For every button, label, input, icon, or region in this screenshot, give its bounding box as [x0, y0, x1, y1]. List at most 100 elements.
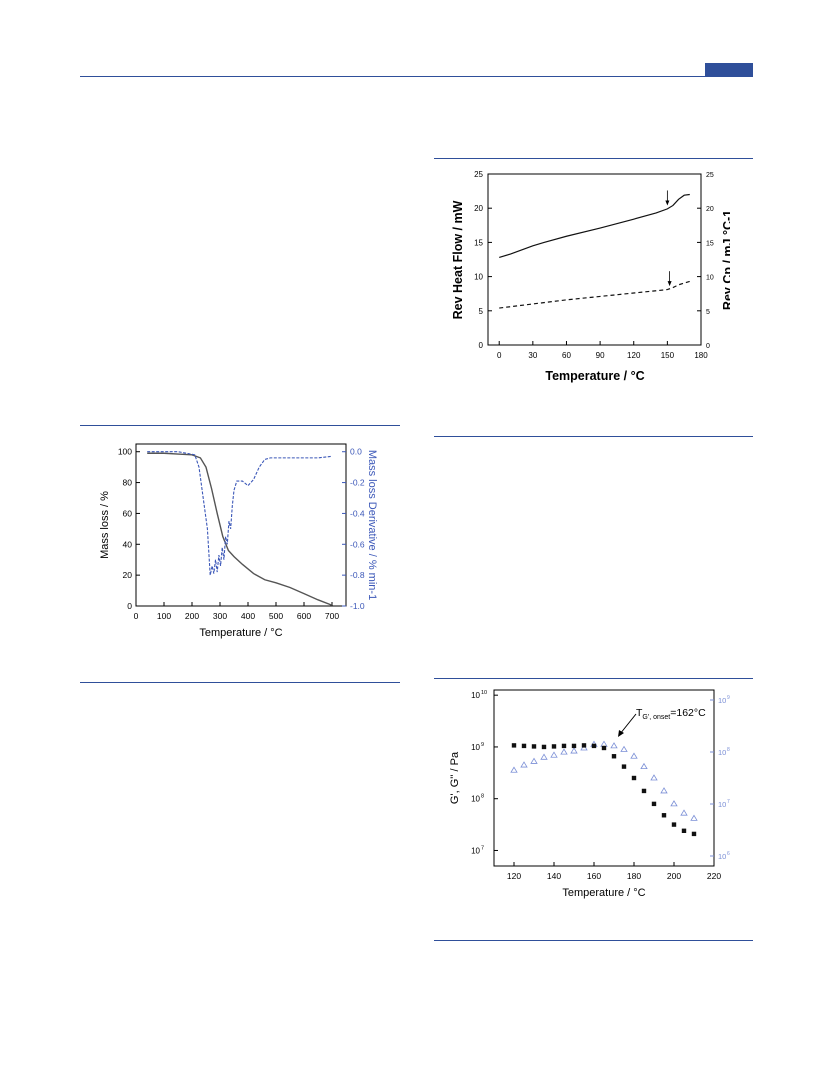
rheo-g1-point	[611, 754, 617, 759]
rheo-xlabel: Temperature / °C	[562, 887, 645, 899]
rheo-g2-point	[620, 745, 628, 752]
dsc-xtick-label: 90	[596, 351, 605, 360]
rheo-g1-point	[661, 813, 667, 818]
rheo-g1-point	[561, 743, 567, 749]
rheo-g1-point	[681, 828, 687, 833]
dsc-ytick-label: 10	[474, 273, 483, 282]
rheo-y2tick-label: 10	[718, 696, 726, 705]
rheo-ytick-label: 10	[471, 795, 480, 804]
dsc-xtick-label: 0	[497, 351, 502, 360]
dsc-xtick-label: 60	[562, 351, 571, 360]
rheo-annotation-arrowhead	[618, 730, 624, 737]
rheo-g2-point	[520, 761, 528, 768]
rheo-g1-point	[571, 743, 577, 749]
rheo-g2-point	[530, 757, 538, 764]
tga-xtick-label: 700	[325, 611, 339, 621]
rheo-ylabel: G', G'' / Pa	[449, 751, 461, 804]
tga-xtick-label: 100	[157, 611, 171, 621]
page-number-tab	[705, 63, 753, 77]
rheo-g2-point	[630, 752, 638, 759]
rheo-g2-point	[660, 787, 668, 794]
rheo-annotation-sub: G', onset	[642, 714, 670, 721]
dsc-ytick-label: 0	[479, 341, 484, 350]
rheo-annotation-main: T	[636, 707, 643, 719]
tga-ytick-label: 0	[127, 601, 132, 611]
tga-ytick-label: 100	[118, 447, 132, 457]
rheo-g2-point	[540, 753, 548, 760]
tga-ytick-label: 60	[123, 508, 133, 518]
dsc-ytick-label: 15	[474, 238, 483, 247]
rheo-plot-frame	[493, 689, 715, 867]
rheo-g2-point	[650, 774, 658, 781]
tga-ytick-label: 80	[123, 478, 133, 488]
rheo-y2tick-exponent: 6	[727, 851, 730, 857]
tga-ylabel: Mass loss / %	[99, 491, 111, 559]
rheo-g1-point	[521, 743, 527, 749]
dsc-ytick-label: 20	[474, 204, 483, 213]
tga-chart: 0 100 200 300 400 500 600 700 0 20 40 60 80 100 0.0 -0.…	[99, 443, 378, 639]
rheo-xtick-label: 200	[667, 871, 681, 881]
rheo-g2-point	[640, 762, 648, 770]
tga-y2label: Mass loss Derivative / % min-1	[366, 450, 378, 600]
rheo-g1-point	[691, 831, 697, 837]
rheo-g1-point	[651, 801, 657, 807]
dsc-xtick-label: 150	[661, 351, 675, 360]
dsc-y2tick-label: 25	[706, 172, 714, 179]
rheo-g1-point	[631, 775, 637, 781]
tga-series-line-1	[147, 452, 333, 606]
dsc-y2label: Rev Cp / mJ °C-1	[721, 210, 730, 310]
rheo-y2tick-exponent: 7	[727, 799, 730, 805]
dsc-ytick-label: 25	[474, 170, 483, 179]
rheo-ytick-exponent: 7	[481, 845, 484, 851]
rheo-g1-point	[591, 743, 597, 749]
dsc-y2tick-label: 0	[706, 343, 710, 350]
tga-y2tick-label: -0.6	[350, 539, 365, 549]
dsc-plot-frame	[487, 173, 702, 346]
dsc-ylabel: Rev Heat Flow / mW	[451, 200, 465, 319]
rheo-g1-point	[621, 764, 627, 769]
rheo-g2-point	[560, 748, 568, 755]
tga-xtick-label: 500	[269, 611, 283, 621]
rheo-annotation-arrow	[619, 713, 637, 735]
rheo-g1-point	[551, 744, 557, 749]
rheo-xtick-label: 140	[547, 871, 561, 881]
tga-y2tick-label: 0.0	[350, 447, 362, 457]
tga-ytick-label: 40	[123, 539, 133, 549]
dsc-xlabel: Temperature / °C	[545, 369, 644, 383]
rheo-g1-point	[581, 743, 587, 748]
rheo-g1-point	[641, 788, 647, 794]
tga-y2tick-label: -0.4	[350, 508, 365, 518]
figure-rule-tga-top	[80, 425, 400, 426]
rheo-y2tick-label: 10	[718, 800, 726, 809]
rheo-g1-point	[601, 745, 607, 751]
dsc-series-line-2	[499, 280, 690, 309]
tga-ytick-label: 20	[123, 570, 133, 580]
rheo-y2tick-exponent: 9	[727, 695, 730, 701]
dsc-y2tick-label: 15	[706, 240, 714, 247]
tga-plot-frame	[135, 443, 347, 607]
tga-xtick-label: 300	[213, 611, 227, 621]
dsc-y2tick-label: 5	[706, 309, 710, 316]
rheo-xtick-label: 180	[627, 871, 641, 881]
tga-xtick-label: 0	[134, 611, 139, 621]
rheo-xtick-label: 120	[507, 871, 521, 881]
rheo-g2-point	[510, 766, 518, 773]
rheo-ytick-label: 10	[471, 846, 480, 855]
rheo-g1-point	[541, 744, 547, 750]
rheo-g2-point	[690, 814, 698, 821]
dsc-series-line-1	[499, 193, 690, 259]
dsc-xtick-label: 180	[694, 351, 708, 360]
tga-series-line-2	[147, 451, 333, 576]
figure-rule-tga-bottom	[80, 682, 400, 683]
tga-xtick-label: 400	[241, 611, 255, 621]
rheo-xtick-label: 160	[587, 871, 601, 881]
rheo-g1-point	[511, 743, 517, 748]
figure-rule-rheo-top	[434, 678, 753, 679]
rheo-y2tick-label: 10	[718, 852, 726, 861]
rheo-annotation-value: =162°C	[670, 707, 706, 719]
rheo-annotation: TG', onset=162°C	[618, 707, 706, 737]
figure-rule-rheo-bottom	[434, 940, 753, 941]
dsc-y2tick-label: 20	[706, 206, 714, 213]
